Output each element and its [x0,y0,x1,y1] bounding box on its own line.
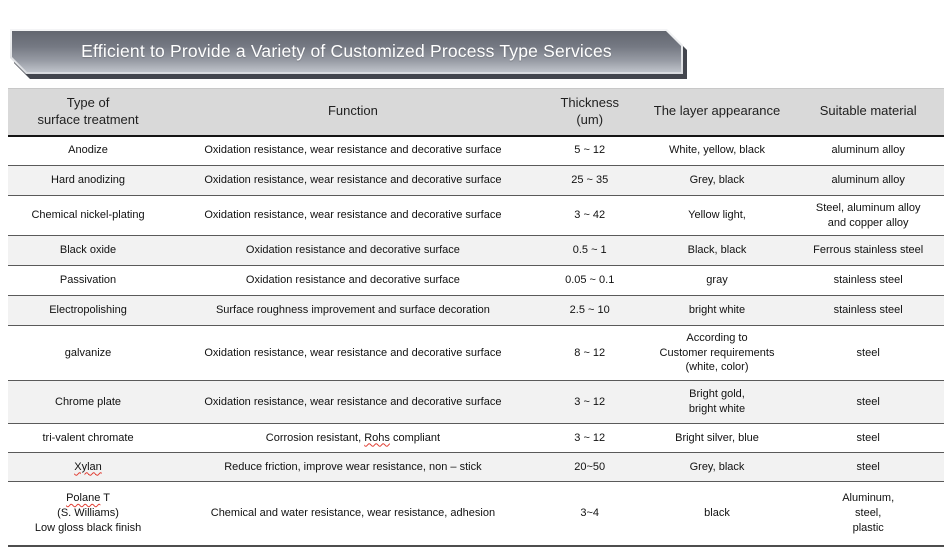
title-banner: Efficient to Provide a Variety of Custom… [10,29,683,74]
cell-thickness: 3~4 [537,481,642,547]
table-body: Anodize Oxidation resistance, wear resist… [8,135,944,547]
table-row: Xylan Reduce friction, improve wear resis… [8,452,944,482]
cell-function: Oxidation resistance, wear resistance an… [168,135,538,166]
cell-treatment: tri-valent chromate [8,423,169,453]
cell-material: aluminum alloy [792,165,944,196]
table-row: Polane T (S. Williams) Low gloss black f… [8,481,944,547]
cell-material: Aluminum, steel, plastic [792,481,944,547]
cell-treatment: Black oxide [8,235,169,266]
cell-thickness: 2.5 ~ 10 [537,295,642,326]
page-title: Efficient to Provide a Variety of Custom… [81,41,612,61]
cell-function: Oxidation resistance, wear resistance an… [168,165,538,196]
cell-function: Corrosion resistant, Rohs compliant [168,423,538,453]
cell-material: stainless steel [792,295,944,326]
cell-function: Oxidation resistance, wear resistance an… [168,325,538,381]
table-row: Anodize Oxidation resistance, wear resist… [8,135,944,166]
table-row: Hard anodizing Oxidation resistance, wear… [8,165,944,196]
table-row: Electropolishing Surface roughness improv… [8,295,944,326]
cell-function: Oxidation resistance and decorative surf… [168,235,538,266]
table-row: galvanize Oxidation resistance, wear resi… [8,325,944,381]
cell-thickness: 25 ~ 35 [537,165,642,196]
table-row: tri-valent chromate Corrosion resistant, … [8,423,944,453]
cell-thickness: 5 ~ 12 [537,135,642,166]
cell-function: Chemical and water resistance, wear resi… [168,481,538,547]
cell-function: Surface roughness improvement and surfac… [168,295,538,326]
cell-appearance: bright white [641,295,793,326]
cell-material: steel [792,423,944,453]
table-row: Chemical nickel-plating Oxidation resista… [8,195,944,236]
spellcheck-underline: Polane [66,491,101,504]
spellcheck-underline: Xylan [74,460,102,473]
cell-treatment: Anodize [8,135,169,166]
cell-treatment: Chrome plate [8,380,169,424]
table-row: Passivation Oxidation resistance and deco… [8,265,944,296]
cell-function: Oxidation resistance, wear resistance an… [168,380,538,424]
cell-material: steel [792,452,944,482]
banner-face: Efficient to Provide a Variety of Custom… [12,31,681,72]
column-header-layer-appearance: The layer appearance [641,88,793,137]
table-row: Chrome plate Oxidation resistance, wear r… [8,380,944,424]
cell-appearance: Grey, black [641,452,793,482]
banner-outline: Efficient to Provide a Variety of Custom… [10,29,683,74]
cell-thickness: 3 ~ 12 [537,423,642,453]
cell-thickness: 0.5 ~ 1 [537,235,642,266]
cell-treatment: galvanize [8,325,169,381]
cell-treatment: Polane T (S. Williams) Low gloss black f… [8,481,169,547]
process-table-container: Type of surface treatment Function Thick… [8,88,944,547]
cell-treatment: Chemical nickel-plating [8,195,169,236]
cell-thickness: 3 ~ 12 [537,380,642,424]
column-header-function: Function [168,88,538,137]
cell-material: steel [792,325,944,381]
cell-appearance: Bright gold, bright white [641,380,793,424]
cell-appearance: black [641,481,793,547]
column-header-surface-treatment: Type of surface treatment [8,88,169,137]
cell-thickness: 0.05 ~ 0.1 [537,265,642,296]
cell-treatment: Passivation [8,265,169,296]
cell-treatment: Hard anodizing [8,165,169,196]
spellcheck-underline: Rohs [364,431,390,444]
column-header-thickness: Thickness (um) [537,88,642,137]
cell-appearance: Grey, black [641,165,793,196]
column-header-suitable-material: Suitable material [792,88,944,137]
table-header: Type of surface treatment Function Thick… [8,88,944,137]
table-header-row: Type of surface treatment Function Thick… [8,88,944,137]
cell-appearance: Yellow light, [641,195,793,236]
cell-treatment: Electropolishing [8,295,169,326]
cell-material: Steel, aluminum alloy and copper alloy [792,195,944,236]
cell-material: Ferrous stainless steel [792,235,944,266]
cell-appearance: gray [641,265,793,296]
cell-function: Oxidation resistance and decorative surf… [168,265,538,296]
table-row: Black oxide Oxidation resistance and deco… [8,235,944,266]
cell-appearance: According to Customer requirements (whit… [641,325,793,381]
cell-treatment: Xylan [8,452,169,482]
cell-material: aluminum alloy [792,135,944,166]
cell-thickness: 3 ~ 42 [537,195,642,236]
cell-function: Reduce friction, improve wear resistance… [168,452,538,482]
cell-appearance: White, yellow, black [641,135,793,166]
cell-function: Oxidation resistance, wear resistance an… [168,195,538,236]
cell-thickness: 8 ~ 12 [537,325,642,381]
cell-material: steel [792,380,944,424]
cell-material: stainless steel [792,265,944,296]
cell-thickness: 20~50 [537,452,642,482]
process-table: Type of surface treatment Function Thick… [8,88,944,547]
cell-appearance: Bright silver, blue [641,423,793,453]
cell-appearance: Black, black [641,235,793,266]
